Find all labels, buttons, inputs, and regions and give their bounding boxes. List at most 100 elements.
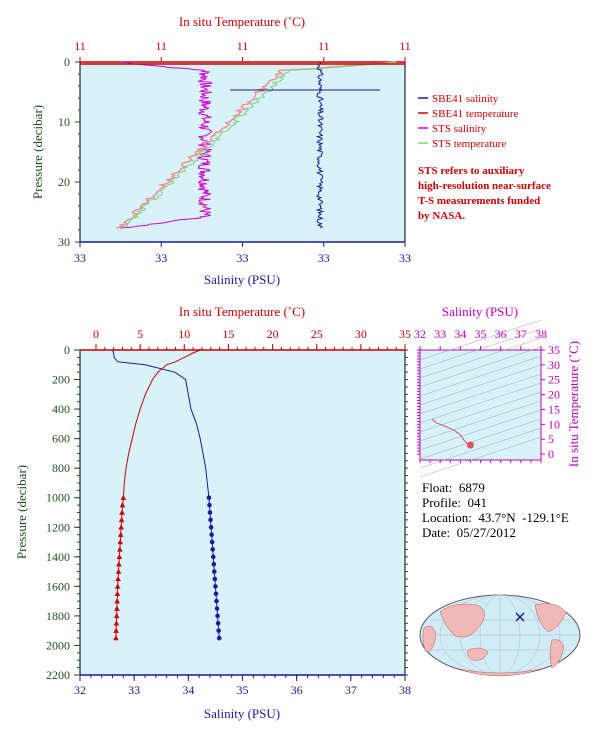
temperature-point (118, 516, 125, 523)
top-panel: In situ Temperature (˚C) Salinity (PSU) … (30, 14, 551, 287)
main-salinity-tick-label: 36 (291, 683, 303, 697)
float-id: Float: 6879 (422, 480, 485, 495)
ts-temperature-tick-label: 0 (548, 447, 554, 461)
main-pressure-tick-label: 400 (52, 402, 70, 416)
salinity-point (206, 495, 212, 501)
salinity-point (211, 561, 217, 567)
main-pressure-tick-label: 200 (52, 373, 70, 387)
salinity-point (208, 524, 214, 530)
sts-note-line-2: high-resolution near-surface (418, 180, 551, 192)
top-temp-tick-label: 11 (74, 39, 86, 53)
continent-asia (439, 603, 485, 638)
top-sal-tick-label: 33 (155, 251, 167, 265)
main-salinity-tick-label: 34 (182, 683, 194, 697)
top-plot-area (79, 61, 406, 243)
salinity-point (215, 613, 220, 619)
main-plot-area (79, 349, 406, 676)
temperature-point (113, 627, 119, 633)
salinity-point (214, 598, 219, 604)
ts-deep-water-cluster (466, 441, 474, 449)
top-sal-tick-label: 33 (318, 251, 330, 265)
main-pressure-tick-label: 1200 (46, 520, 70, 534)
main-series-line-0 (112, 349, 210, 498)
salinity-point (212, 569, 217, 574)
density-isoline (419, 436, 542, 478)
main-temperature-tick-label: 30 (355, 327, 367, 341)
salinity-point (209, 539, 215, 545)
temperature-point (113, 612, 120, 619)
profile-date: Date: 05/27/2012 (422, 525, 516, 540)
main-series-line-2 (122, 349, 201, 498)
ts-panel: Salinity (PSU) In situ Temperature (˚C) … (414, 304, 581, 478)
main-temperature-axis-title: In situ Temperature (˚C) (179, 304, 305, 319)
legend-label-sts-salinity: STS salinity (432, 123, 487, 135)
temperature-point (116, 553, 123, 560)
temperature-point (116, 561, 122, 567)
sts-note-line-4: by NASA. (418, 210, 465, 222)
salinity-point (209, 532, 214, 537)
continent-africa-west (422, 625, 437, 653)
salinity-point (214, 606, 220, 611)
world-map (419, 594, 581, 677)
main-salinity-tick-label: 38 (399, 683, 411, 697)
top-temp-tick-label: 11 (318, 39, 330, 53)
main-pressure-tick-label: 800 (52, 461, 70, 475)
legend-label-sts-temperature: STS temperature (432, 138, 506, 150)
salinity-point (210, 554, 216, 560)
salinity-point (213, 591, 219, 597)
temperature-point (113, 635, 119, 641)
salinity-point (212, 576, 218, 582)
ts-temperature-tick-label: 10 (548, 417, 560, 431)
temperature-point (114, 583, 121, 589)
top-pressure-tick-label: 20 (58, 175, 70, 189)
salinity-point (210, 547, 216, 552)
salinity-point (208, 517, 213, 523)
ts-salinity-tick-label: 34 (454, 327, 466, 341)
top-salinity-axis-title: Salinity (PSU) (204, 272, 280, 287)
ts-temperature-tick-label: 35 (548, 343, 560, 357)
main-temperature-tick-label: 5 (137, 327, 143, 341)
density-isoline (419, 373, 542, 415)
ts-panel-traces (431, 418, 474, 449)
main-pressure-tick-label: 1400 (46, 550, 70, 564)
ts-salinity-tick-label: 37 (515, 327, 527, 341)
legend-label-sbe41-temperature: SBE41 temperature (432, 108, 519, 120)
temperature-point (119, 509, 125, 515)
main-salinity-tick-label: 35 (237, 683, 249, 697)
temperature-point (118, 524, 124, 530)
salinity-point (207, 502, 212, 508)
main-salinity-tick-label: 32 (74, 683, 86, 697)
main-temperature-tick-label: 35 (399, 327, 411, 341)
main-panel-traces (112, 349, 222, 641)
density-isoline (419, 346, 542, 388)
top-pressure-axis-title: Pressure (decibar) (30, 105, 45, 199)
continent-australia (467, 647, 489, 661)
temperature-point (120, 494, 127, 500)
density-isoline (419, 400, 542, 442)
float-info: Float: 6879 Profile: 041 Location: 43.7°… (422, 480, 569, 540)
top-temp-tick-label: 11 (399, 39, 411, 53)
map-continents (422, 603, 567, 677)
main-pressure-tick-label: 1600 (46, 579, 70, 593)
temperature-point (117, 531, 124, 537)
sts-salinity-trace (119, 61, 213, 229)
temperature-point (117, 539, 124, 545)
profile-number: Profile: 041 (422, 495, 487, 510)
ts-salinity-tick-label: 33 (434, 327, 446, 341)
density-isoline (419, 319, 542, 361)
ts-salinity-axis-title: Salinity (PSU) (442, 304, 518, 319)
density-isoline (419, 409, 542, 451)
temperature-point (113, 620, 120, 626)
salinity-point (213, 584, 218, 589)
main-panel-ticks: 32 33 34 35 36 37 38 0 5 10 15 20 25 30 35 0 200 400 600 80… (46, 327, 411, 697)
top-sal-tick-label: 33 (399, 251, 411, 265)
top-temp-tick-label: 11 (155, 39, 167, 53)
top-pressure-tick-label: 30 (58, 235, 70, 249)
top-temp-tick-label: 11 (237, 39, 249, 53)
float-position-marker (515, 612, 525, 622)
ts-temperature-tick-label: 30 (548, 358, 560, 372)
density-isoline (419, 355, 542, 397)
salinity-point (216, 635, 222, 641)
top-temperature-axis-title: In situ Temperature (˚C) (179, 14, 305, 29)
